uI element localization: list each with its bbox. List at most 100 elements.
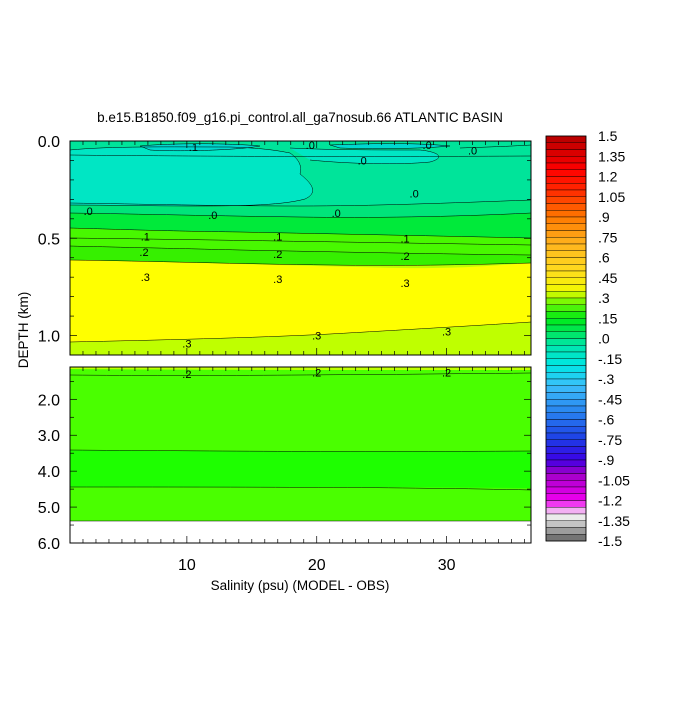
colorbar-swatch <box>545 358 587 366</box>
colorbar-swatch <box>545 378 587 386</box>
contour-label: .0 <box>332 208 341 220</box>
contour-line-surface <box>70 154 531 157</box>
colorbar-swatch <box>545 277 587 285</box>
colorbar-swatch <box>545 270 587 278</box>
colorbar-tick-label: 1.05 <box>598 189 625 205</box>
contour-label: .0 <box>306 140 315 152</box>
colorbar-swatch <box>545 237 587 245</box>
upper-panel-fills <box>70 141 531 355</box>
y-tick-label-lower: 3.0 <box>38 428 60 445</box>
chart-title: b.e15.B1850.f09_g16.pi_control.all_ga7no… <box>97 110 503 125</box>
colorbar-swatch <box>545 534 587 542</box>
colorbar-tick-label: .3 <box>598 290 610 306</box>
colorbar-swatch <box>545 399 587 407</box>
colorbar-swatch <box>545 507 587 515</box>
colorbar-tick-label: -.6 <box>598 412 615 428</box>
colorbar-tick-label: .9 <box>598 209 610 225</box>
contour-line-0.0-lower <box>70 212 531 218</box>
colorbar-swatch <box>545 453 587 461</box>
colorbar-swatch <box>545 351 587 359</box>
lower-fill-green-band <box>70 450 531 488</box>
y-tick-label-upper: 1.0 <box>38 329 60 346</box>
colorbar-swatch <box>545 345 587 353</box>
colorbar-swatch <box>545 189 587 197</box>
colorbar-swatch <box>545 473 587 481</box>
contour-label: .1 <box>141 231 150 243</box>
colorbar-swatch <box>545 446 587 454</box>
lower-fill-base <box>70 367 531 521</box>
colorbar-swatch <box>545 513 587 521</box>
y-tick-label-lower: 5.0 <box>38 500 60 517</box>
colorbar-swatch <box>545 135 587 143</box>
contour-label: .2 <box>139 247 148 259</box>
contour-label: .0 <box>84 206 93 218</box>
y-tick-label-upper: 0.5 <box>38 231 60 248</box>
lower-contour-line-0.2 <box>70 372 531 376</box>
upper-fill-teal-patch-2 <box>290 148 439 164</box>
contour-line-neg-0.05 <box>70 146 313 207</box>
colorbar-tick-label: .15 <box>598 310 618 326</box>
contour-line-0.3-lower <box>70 321 531 343</box>
upper-fill-teal-patch <box>70 146 313 206</box>
contour-label: .0 <box>358 155 367 167</box>
colorbar-swatch <box>545 257 587 265</box>
colorbar-swatch <box>545 493 587 501</box>
colorbar-swatch <box>545 230 587 238</box>
colorbar-swatch <box>545 480 587 488</box>
colorbar-tick-label: 1.35 <box>598 148 625 164</box>
contour-label: .3 <box>182 338 191 350</box>
colorbar-tick-label: -.3 <box>598 371 615 387</box>
contour-line-neg-0.05-b <box>289 147 439 164</box>
colorbar-swatch <box>545 432 587 440</box>
y-tick-label-lower: 4.0 <box>38 464 60 481</box>
x-axis-ticks: 10 20 30 <box>82 141 525 574</box>
colorbar-swatch <box>545 338 587 346</box>
colorbar-swatch <box>545 500 587 508</box>
colorbar-swatch <box>545 156 587 164</box>
lower-fill-top-band <box>70 367 531 370</box>
colorbar-swatch <box>545 183 587 191</box>
colorbar-tick-label: .6 <box>598 250 610 266</box>
colorbar-swatch <box>545 223 587 231</box>
colorbar-tick-label: 1.2 <box>598 169 618 185</box>
colorbar-tick-label: -.9 <box>598 452 615 468</box>
colorbar-swatch <box>545 331 587 339</box>
colorbar-swatch <box>545 405 587 413</box>
y-axis-label: DEPTH (km) <box>16 292 31 369</box>
contour-label: .3 <box>400 278 409 290</box>
colorbar-swatch <box>545 426 587 434</box>
contour-line-neg-0.1 <box>139 143 261 152</box>
colorbar-swatch <box>545 439 587 447</box>
contour-label: .0 <box>423 140 432 152</box>
colorbar-swatch <box>545 284 587 292</box>
colorbar-swatch <box>545 527 587 535</box>
colorbar-swatch <box>545 385 587 393</box>
contour-label: .3 <box>312 331 321 343</box>
contour-label: .1 <box>189 142 198 154</box>
lower-contour-line-b <box>70 486 531 491</box>
contour-line-0.15 <box>70 237 531 246</box>
lower-panel-fills <box>70 367 531 543</box>
contour-line-0.0-edge <box>459 144 531 149</box>
colorbar: 1.5 1.35 1.2 1.05 .9 .75 .6 .45 .3 .15 .0 -.15 -.3 -.… <box>545 128 630 549</box>
colorbar-swatch <box>545 365 587 373</box>
colorbar-tick-label: -.75 <box>598 432 622 448</box>
contour-label: .0 <box>208 210 217 222</box>
y-tick-label-lower: 2.0 <box>38 392 60 409</box>
colorbar-swatch <box>545 264 587 272</box>
colorbar-tick-label: -1.2 <box>598 493 622 509</box>
colorbar-frame <box>545 135 587 542</box>
colorbar-tick-label: .75 <box>598 229 618 245</box>
contour-label: .2 <box>400 251 409 263</box>
upper-fill-cyan-patch-2 <box>330 143 450 149</box>
colorbar-swatch <box>545 466 587 474</box>
colorbar-swatch <box>545 297 587 305</box>
colorbar-swatch <box>545 142 587 150</box>
colorbar-swatch <box>545 250 587 258</box>
upper-panel-frame <box>69 140 532 356</box>
colorbar-swatch <box>545 149 587 157</box>
colorbar-swatch <box>545 243 587 251</box>
upper-panel-contour-lines <box>70 143 531 343</box>
contour-label: .0 <box>468 146 477 158</box>
